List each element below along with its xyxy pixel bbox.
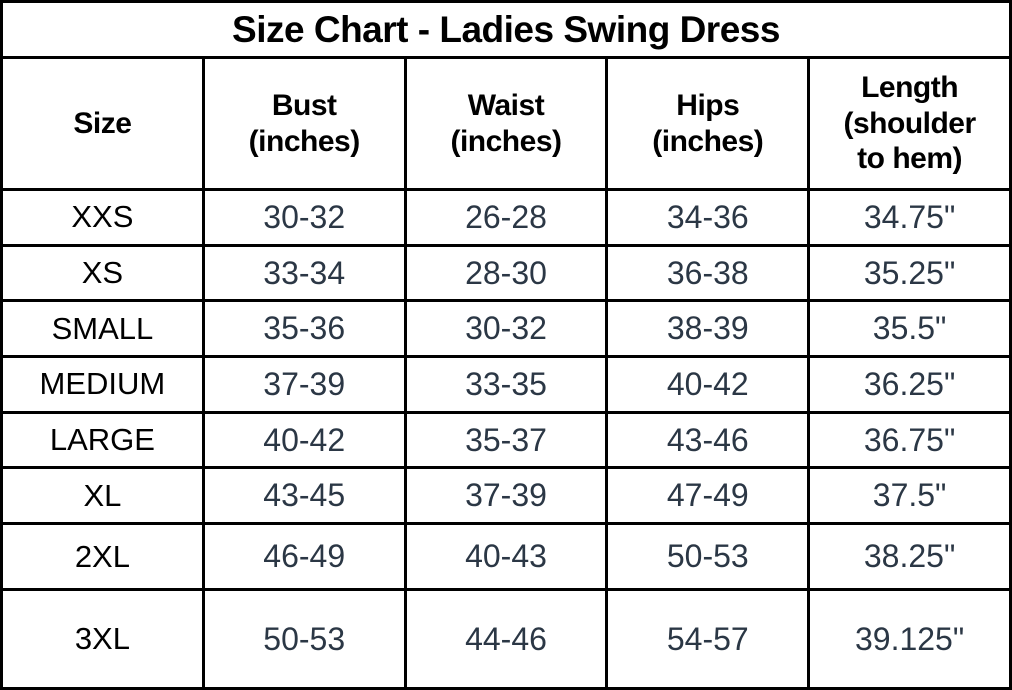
length-cell: 37.5"	[807, 466, 1012, 526]
col-header-size: Size	[0, 56, 205, 191]
waist-cell: 33-35	[403, 355, 609, 414]
hips-cell: 40-42	[605, 355, 811, 414]
size-cell: 2XL	[0, 522, 205, 591]
length-cell: 35.5"	[807, 299, 1012, 359]
waist-cell: 30-32	[403, 299, 609, 359]
size-table-body: XXS 30-32 26-28 34-36 34.75" XS 33-34 28…	[0, 188, 1012, 690]
size-cell: MEDIUM	[0, 355, 205, 414]
length-cell: 36.75"	[807, 410, 1012, 470]
size-chart-head: Size Chart - Ladies Swing Dress Size Bus…	[0, 0, 1012, 191]
bust-cell: 50-53	[201, 588, 407, 690]
waist-cell: 26-28	[403, 188, 609, 247]
waist-cell: 35-37	[403, 410, 609, 470]
length-cell: 34.75"	[807, 188, 1012, 247]
waist-cell: 40-43	[403, 522, 609, 591]
size-cell: LARGE	[0, 410, 205, 470]
hips-cell: 50-53	[605, 522, 811, 591]
bust-cell: 37-39	[201, 355, 407, 414]
waist-cell: 28-30	[403, 243, 609, 303]
hips-cell: 43-46	[605, 410, 811, 470]
bust-cell: 35-36	[201, 299, 407, 359]
bust-cell: 46-49	[201, 522, 407, 591]
waist-cell: 37-39	[403, 466, 609, 526]
hips-cell: 34-36	[605, 188, 811, 247]
size-cell: XS	[0, 243, 205, 303]
col-header-length: Length (shoulder to hem)	[807, 56, 1012, 191]
table-row: XXS 30-32 26-28 34-36 34.75"	[0, 188, 1012, 247]
hips-cell: 47-49	[605, 466, 811, 526]
hips-cell: 38-39	[605, 299, 811, 359]
bust-cell: 30-32	[201, 188, 407, 247]
length-cell: 35.25"	[807, 243, 1012, 303]
table-row: SMALL 35-36 30-32 38-39 35.5"	[0, 299, 1012, 359]
table-row: MEDIUM 37-39 33-35 40-42 36.25"	[0, 355, 1012, 414]
page-title: Size Chart - Ladies Swing Dress	[0, 0, 1012, 59]
size-cell: 3XL	[0, 588, 205, 690]
table-row: LARGE 40-42 35-37 43-46 36.75"	[0, 410, 1012, 470]
table-row: 3XL 50-53 44-46 54-57 39.125"	[0, 588, 1012, 690]
bust-cell: 40-42	[201, 410, 407, 470]
size-cell: SMALL	[0, 299, 205, 359]
col-header-bust: Bust (inches)	[201, 56, 407, 191]
hips-cell: 36-38	[605, 243, 811, 303]
length-cell: 39.125"	[807, 588, 1012, 690]
title-row: Size Chart - Ladies Swing Dress	[0, 0, 1012, 59]
table-row: 2XL 46-49 40-43 50-53 38.25"	[0, 522, 1012, 591]
col-header-waist: Waist (inches)	[403, 56, 609, 191]
bust-cell: 33-34	[201, 243, 407, 303]
table-row: XS 33-34 28-30 36-38 35.25"	[0, 243, 1012, 303]
length-cell: 38.25"	[807, 522, 1012, 591]
size-cell: XXS	[0, 188, 205, 247]
bust-cell: 43-45	[201, 466, 407, 526]
length-cell: 36.25"	[807, 355, 1012, 414]
size-cell: XL	[0, 466, 205, 526]
table-row: XL 43-45 37-39 47-49 37.5"	[0, 466, 1012, 526]
header-row: Size Bust (inches) Waist (inches) Hips (…	[0, 56, 1012, 191]
waist-cell: 44-46	[403, 588, 609, 690]
hips-cell: 54-57	[605, 588, 811, 690]
col-header-hips: Hips (inches)	[605, 56, 811, 191]
